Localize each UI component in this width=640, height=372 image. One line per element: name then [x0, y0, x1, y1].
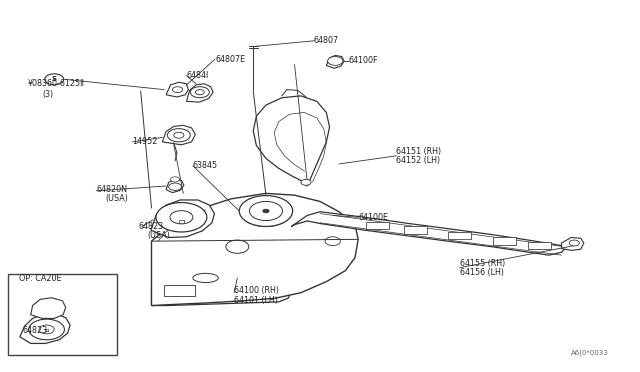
- Circle shape: [226, 240, 249, 253]
- Circle shape: [168, 129, 190, 142]
- Text: 64101 (LH): 64101 (LH): [234, 295, 278, 305]
- Text: (USA): (USA): [105, 195, 128, 203]
- Circle shape: [301, 179, 311, 185]
- Circle shape: [239, 196, 292, 227]
- Circle shape: [39, 325, 54, 334]
- Bar: [528, 242, 551, 249]
- Text: 64823: 64823: [139, 222, 164, 231]
- Polygon shape: [31, 298, 66, 318]
- Text: (USA): (USA): [147, 231, 170, 240]
- Text: 64820N: 64820N: [96, 185, 127, 194]
- Circle shape: [263, 209, 269, 213]
- Circle shape: [45, 74, 64, 85]
- Circle shape: [169, 183, 181, 190]
- Bar: [179, 220, 184, 223]
- Polygon shape: [186, 84, 213, 102]
- Polygon shape: [166, 179, 184, 193]
- Bar: [366, 222, 388, 229]
- Circle shape: [156, 202, 207, 232]
- Polygon shape: [326, 55, 344, 68]
- Polygon shape: [291, 212, 564, 255]
- Text: 64823: 64823: [22, 326, 47, 335]
- Polygon shape: [166, 82, 188, 97]
- Text: S: S: [52, 76, 57, 82]
- Text: 6484I: 6484I: [186, 71, 209, 80]
- Ellipse shape: [193, 273, 218, 283]
- Text: ¥08360-6125Ⅱ: ¥08360-6125Ⅱ: [28, 78, 84, 87]
- Bar: [164, 285, 195, 296]
- Polygon shape: [562, 237, 584, 250]
- Circle shape: [173, 132, 184, 138]
- Text: 64100E: 64100E: [358, 213, 388, 222]
- Text: 64100F: 64100F: [349, 57, 378, 65]
- Text: 64807E: 64807E: [215, 55, 245, 64]
- Bar: [45, 329, 49, 331]
- Polygon shape: [253, 96, 330, 186]
- Text: A6(0*0033: A6(0*0033: [572, 349, 609, 356]
- Circle shape: [190, 87, 209, 98]
- Text: (3): (3): [42, 90, 53, 99]
- Text: OP: CA20E: OP: CA20E: [19, 274, 61, 283]
- Circle shape: [252, 203, 280, 220]
- Circle shape: [569, 240, 579, 246]
- Bar: [404, 227, 427, 234]
- Circle shape: [173, 87, 182, 93]
- Bar: [493, 237, 516, 245]
- Text: 64807: 64807: [314, 36, 339, 45]
- Circle shape: [195, 90, 204, 95]
- Circle shape: [170, 211, 193, 224]
- Polygon shape: [151, 200, 214, 237]
- Text: 64151 (RH): 64151 (RH): [396, 147, 442, 155]
- Circle shape: [241, 197, 291, 227]
- Circle shape: [29, 319, 65, 340]
- Text: 14952: 14952: [132, 137, 158, 146]
- Text: 64152 (LH): 64152 (LH): [396, 156, 440, 165]
- Circle shape: [325, 237, 340, 246]
- Bar: [8, 274, 116, 355]
- Text: 64156 (LH): 64156 (LH): [460, 268, 504, 277]
- Polygon shape: [152, 269, 291, 305]
- Polygon shape: [163, 125, 195, 145]
- Text: 63845: 63845: [193, 161, 218, 170]
- Text: 64100 (RH): 64100 (RH): [234, 286, 279, 295]
- Circle shape: [171, 177, 179, 182]
- Circle shape: [328, 57, 343, 65]
- Polygon shape: [152, 193, 358, 305]
- Polygon shape: [20, 314, 70, 343]
- Text: 64155 (RH): 64155 (RH): [460, 259, 505, 268]
- Circle shape: [250, 202, 282, 221]
- Bar: [449, 232, 471, 239]
